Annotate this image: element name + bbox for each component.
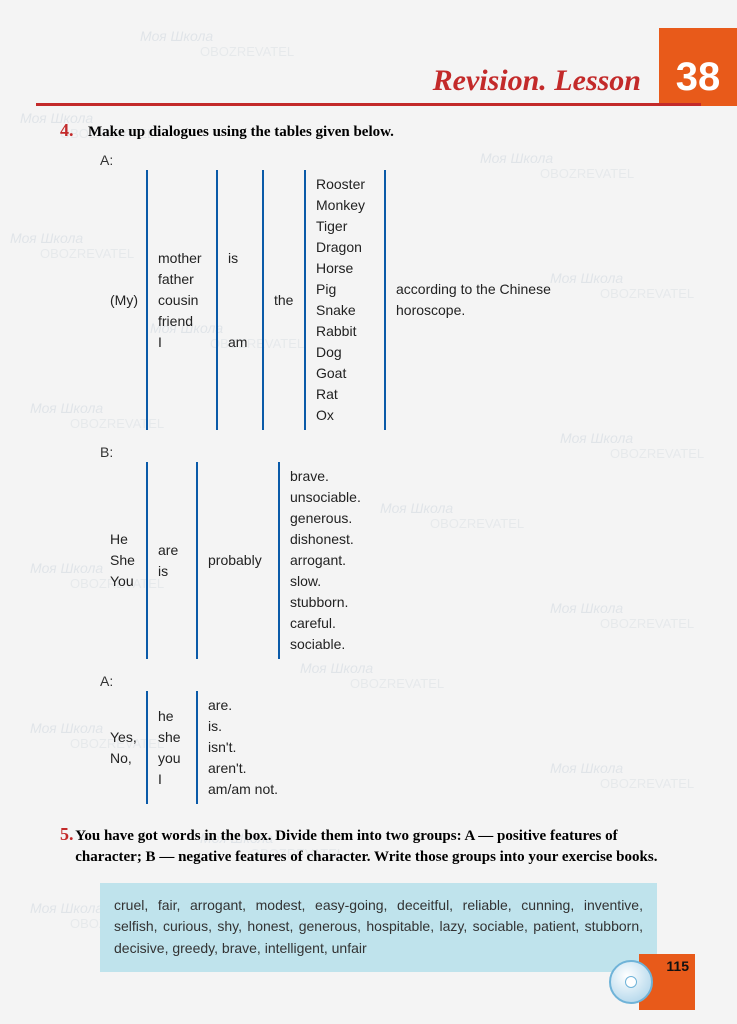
dialogue-table-a: (My) mother father cousin friend I is am… bbox=[100, 170, 687, 430]
speaker-label-a: A: bbox=[100, 152, 687, 168]
lesson-number-badge: 38 bbox=[659, 28, 737, 106]
table-cell: he she you I bbox=[148, 702, 196, 794]
exercise-heading: 5. You have got words in the box. Divide… bbox=[60, 824, 687, 867]
page-footer: 115 bbox=[609, 954, 695, 1010]
table-cell: is am bbox=[218, 244, 262, 357]
exercise-heading: 4. Make up dialogues using the tables gi… bbox=[60, 120, 687, 142]
exercise-instruction: Make up dialogues using the tables given… bbox=[88, 122, 394, 142]
word-box: cruel, fair, arrogant, modest, easy-goin… bbox=[100, 883, 657, 972]
table-cell: probably bbox=[198, 546, 278, 575]
exercise-instruction: You have got words in the box. Divide th… bbox=[75, 826, 687, 867]
table-cell: (My) bbox=[100, 286, 146, 315]
table-cell: Yes, No, bbox=[100, 723, 146, 773]
table-cell: brave. unsociable. generous. dishonest. … bbox=[280, 462, 390, 659]
dialogue-table-b: He She You are is probably brave. unsoci… bbox=[100, 462, 687, 659]
exercise-4: 4. Make up dialogues using the tables gi… bbox=[60, 120, 687, 804]
table-cell: He She You bbox=[100, 525, 146, 596]
dialogue-table-a2: Yes, No, he she you I are. is. isn't. ar… bbox=[100, 691, 687, 804]
table-cell: the bbox=[264, 286, 304, 315]
table-cell: according to the Chinese horoscope. bbox=[386, 275, 586, 325]
table-cell: are. is. isn't. aren't. am/am not. bbox=[198, 691, 308, 804]
header-title: Revision. Lesson bbox=[433, 64, 659, 106]
page-header: Revision. Lesson 38 bbox=[0, 0, 737, 106]
table-cell: Rooster Monkey Tiger Dragon Horse Pig Sn… bbox=[306, 170, 384, 430]
cd-icon bbox=[609, 960, 653, 1004]
table-cell: are is bbox=[148, 536, 196, 586]
speaker-label-a2: A: bbox=[100, 673, 687, 689]
page-content: 4. Make up dialogues using the tables gi… bbox=[0, 106, 737, 972]
exercise-5: 5. You have got words in the box. Divide… bbox=[60, 824, 687, 972]
table-cell: mother father cousin friend I bbox=[148, 244, 216, 357]
exercise-number: 5. bbox=[60, 824, 75, 845]
speaker-label-b: B: bbox=[100, 444, 687, 460]
exercise-number: 4. bbox=[60, 120, 88, 141]
